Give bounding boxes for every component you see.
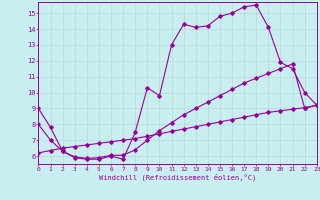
X-axis label: Windchill (Refroidissement éolien,°C): Windchill (Refroidissement éolien,°C) (99, 173, 256, 181)
